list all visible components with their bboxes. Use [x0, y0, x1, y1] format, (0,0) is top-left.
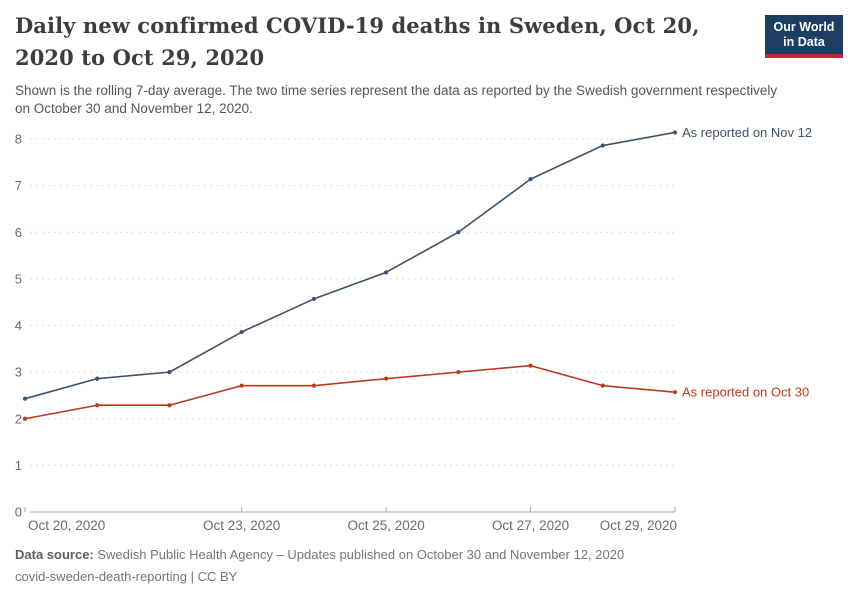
- data-point: [456, 230, 461, 235]
- series-label: As reported on Oct 30: [682, 385, 809, 400]
- data-point: [239, 383, 244, 388]
- data-point: [167, 370, 172, 375]
- chart-subtitle: Shown is the rolling 7-day average. The …: [15, 83, 778, 116]
- owid-logo: Our World in Data: [765, 15, 843, 58]
- data-point: [95, 376, 100, 381]
- chart-title: Daily new confirmed COVID-19 deaths in S…: [15, 13, 700, 70]
- series-line: [24, 131, 676, 400]
- data-point: [95, 403, 100, 408]
- y-tick-label: 7: [15, 178, 22, 193]
- attribution-line: covid-sweden-death-reporting | CC BY: [15, 569, 238, 584]
- data-point: [311, 296, 316, 302]
- data-point: [22, 416, 28, 421]
- chart-footer: Data source: Swedish Public Health Agenc…: [15, 544, 835, 588]
- series-line: [24, 364, 676, 420]
- chart-area[interactable]: 0 1 2 3 4 5 6 7 8 Oct 20, 2020 Oct 23, 2020 Oct 25,…: [0, 120, 850, 535]
- data-point: [167, 403, 172, 408]
- chart-header: Daily new confirmed COVID-19 deaths in S…: [15, 10, 850, 118]
- owid-logo-line1: Our World: [773, 20, 835, 34]
- series-label: As reported on Nov 12: [682, 125, 812, 140]
- data-point: [384, 376, 389, 381]
- y-tick-label: 1: [15, 458, 22, 473]
- chart-svg[interactable]: 0 1 2 3 4 5 6 7 8 Oct 20, 2020 Oct 23, 2020 Oct 25,…: [0, 120, 850, 535]
- data-point: [528, 363, 533, 368]
- data-source-line: Data source: Swedish Public Health Agenc…: [15, 544, 835, 566]
- data-point: [672, 390, 678, 395]
- data-point: [22, 396, 28, 401]
- x-tick-label: Oct 23, 2020: [203, 518, 280, 533]
- y-tick-label: 0: [15, 505, 22, 520]
- data-point: [239, 329, 244, 335]
- y-tick-label: 3: [15, 365, 22, 380]
- data-point: [672, 130, 678, 135]
- data-point: [528, 176, 533, 182]
- x-tick-label: Oct 25, 2020: [347, 518, 424, 533]
- data-source-label: Data source:: [15, 547, 94, 562]
- y-tick-label: 5: [15, 271, 22, 286]
- owid-logo-accent-bar: [765, 54, 843, 58]
- data-point: [600, 143, 605, 148]
- data-point: [311, 383, 316, 388]
- y-tick-label: 8: [15, 132, 22, 147]
- y-tick-label: 6: [15, 225, 22, 240]
- data-point: [600, 383, 605, 388]
- y-tick-label: 2: [15, 411, 22, 426]
- y-tick-label: 4: [15, 318, 22, 333]
- owid-logo-line2: in Data: [783, 35, 825, 49]
- x-tick-label: Oct 20, 2020: [28, 518, 105, 533]
- data-source-text: Swedish Public Health Agency – Updates p…: [93, 547, 625, 562]
- x-tick-label: Oct 29, 2020: [600, 518, 677, 533]
- x-tick-label: Oct 27, 2020: [492, 518, 569, 533]
- data-point: [456, 370, 461, 375]
- data-point: [384, 270, 389, 275]
